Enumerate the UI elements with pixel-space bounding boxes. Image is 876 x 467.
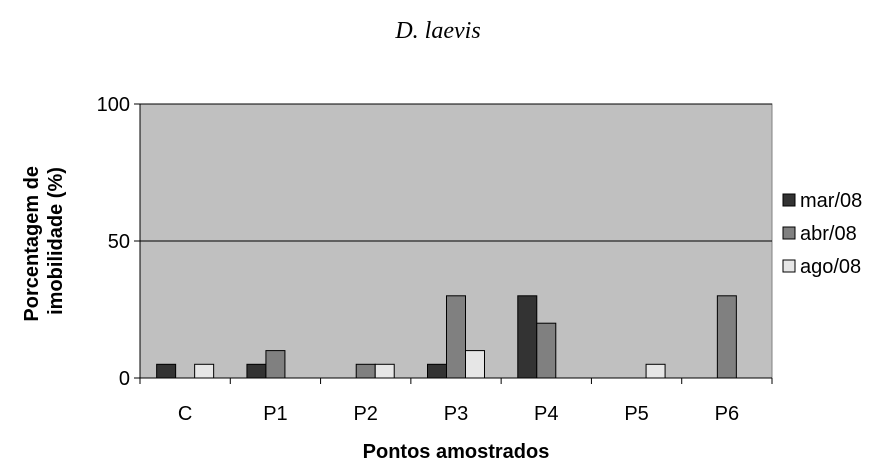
- x-tick-label: C: [178, 403, 192, 425]
- y-axis-label: Porcentagem de imobilidade (%): [21, 160, 67, 321]
- y-axis-label-line-2: imobilidade (%): [45, 167, 67, 315]
- bar-ago-08-p3: [465, 350, 485, 379]
- bar-abr-08-p6: [716, 295, 737, 379]
- y-tick-label: 0: [119, 368, 130, 390]
- bar-mar-08-p3: [427, 363, 447, 379]
- y-axis-label-line-1: Porcentagem de: [21, 166, 43, 322]
- y-tick-label: 100: [97, 94, 130, 116]
- bar-abr-08-p1: [265, 350, 286, 379]
- y-ticks: 0 50 100: [97, 94, 140, 390]
- gridlines: [140, 103, 772, 242]
- legend-swatch-ago-08: [782, 259, 796, 273]
- x-tick-label: P5: [624, 403, 648, 425]
- x-tick-label: P3: [444, 403, 468, 425]
- bars: [156, 295, 737, 379]
- bar-ago-08-p2: [374, 363, 395, 379]
- x-tick-label: P2: [353, 403, 377, 425]
- legend-swatch-mar-08: [782, 193, 796, 207]
- y-tick-label: 50: [108, 231, 130, 253]
- x-tick-label: P4: [534, 403, 558, 425]
- chart-title: D. laevis: [394, 18, 480, 44]
- legend: mar/08 abr/08 ago/08: [782, 190, 862, 278]
- bar-abr-08-p3: [446, 295, 466, 379]
- bar-mar-08-p1: [246, 363, 267, 379]
- bar-abr-08-p2: [355, 363, 376, 379]
- x-axis-label: Pontos amostrados: [363, 441, 550, 463]
- legend-label-abr-08: abr/08: [800, 223, 857, 245]
- legend-label-ago-08: ago/08: [800, 256, 861, 278]
- bar-ago-08-c: [194, 363, 215, 379]
- legend-swatch-abr-08: [782, 226, 796, 240]
- legend-label-mar-08: mar/08: [800, 190, 862, 212]
- bar-mar-08-p4: [517, 295, 538, 379]
- x-ticks: C P1 P2 P3 P4 P5 P6: [139, 378, 773, 425]
- bar-ago-08-p5: [645, 363, 666, 379]
- x-tick-label: P6: [715, 403, 739, 425]
- bar-abr-08-p4: [536, 322, 557, 379]
- x-tick-label: P1: [263, 403, 287, 425]
- bar-mar-08-c: [156, 363, 177, 379]
